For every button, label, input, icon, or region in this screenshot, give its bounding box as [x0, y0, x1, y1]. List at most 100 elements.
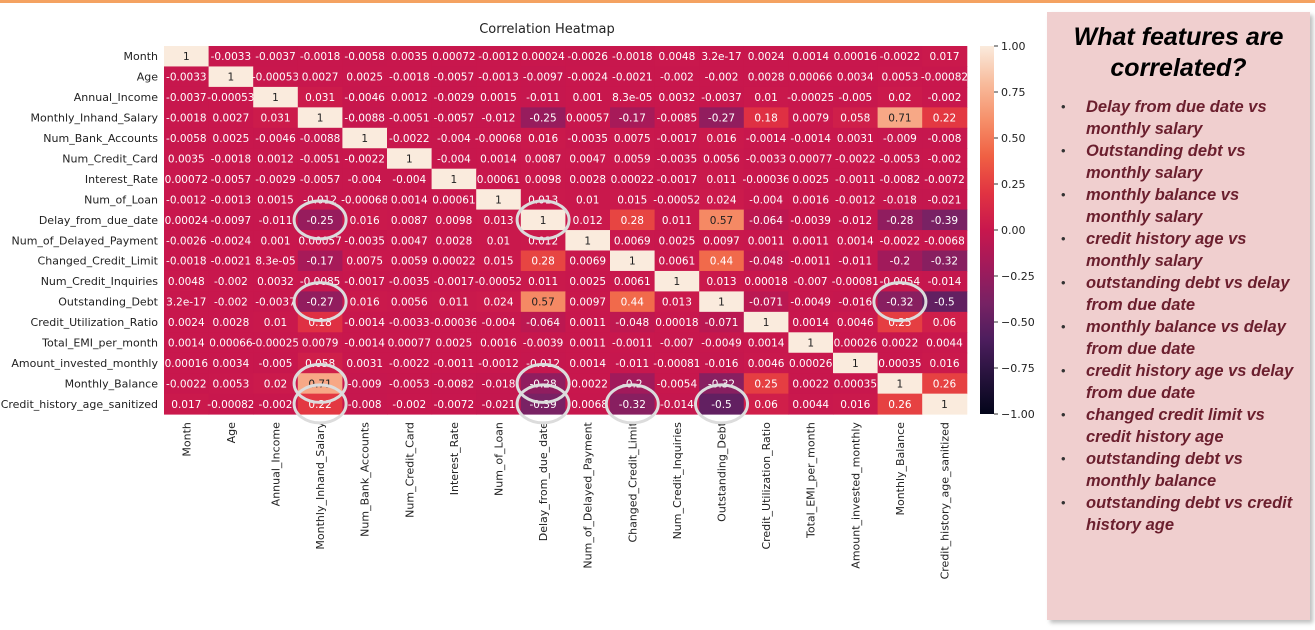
heatmap-cell — [743, 209, 789, 231]
cell-value-label: 0.016 — [929, 358, 959, 370]
cell-value-label: -0.25 — [307, 215, 334, 227]
heatmap-cell — [565, 168, 611, 190]
heatmap-cell — [431, 373, 477, 395]
cell-value-label: 0.0028 — [213, 317, 250, 329]
cell-value-label: -0.0017 — [657, 133, 698, 145]
cell-value-label: -0.011 — [838, 256, 872, 268]
cell-value-label: 0.0014 — [748, 338, 785, 350]
cell-value-label: 0.00022 — [432, 256, 475, 268]
heatmap-cell — [164, 270, 210, 292]
cell-value-label: 0.0056 — [703, 153, 740, 165]
heatmap-cell — [877, 46, 923, 67]
heatmap-cell — [208, 66, 254, 88]
heatmap-cell — [565, 311, 611, 333]
cell-value-label: 0.0025 — [659, 235, 696, 247]
row-label: Amount_invested_monthly — [11, 357, 158, 370]
heatmap-cell — [431, 332, 477, 354]
heatmap-cell — [431, 352, 477, 374]
heatmap-cell — [877, 352, 923, 374]
heatmap-cell — [208, 393, 254, 415]
heatmap-cell — [520, 148, 566, 170]
cell-value-label: 0.0027 — [213, 113, 250, 125]
cell-value-label: 1 — [495, 194, 502, 206]
heatmap-cell — [208, 373, 254, 395]
cell-value-label: -0.0035 — [567, 133, 608, 145]
heatmap-cell — [788, 107, 834, 129]
cell-value-label: 0.031 — [260, 113, 290, 125]
cell-value-label: 0.0024 — [168, 317, 205, 329]
heatmap-cell — [743, 66, 789, 88]
cell-value-label: -0.0022 — [567, 378, 608, 390]
heatmap-cell — [922, 311, 968, 333]
cell-value-label: 0.0025 — [213, 133, 250, 145]
panel-title: What features are correlated? — [1073, 23, 1284, 82]
cell-value-label: 0.00072 — [165, 174, 208, 186]
cell-value-label: -0.0018 — [300, 51, 341, 63]
cell-value-label: -0.0033 — [211, 51, 252, 63]
heatmap-cell — [253, 107, 299, 129]
cell-value-label: -0.007 — [794, 276, 828, 288]
correlation-heatmap: Correlation Heatmap 1 -0.0033 -0.0037 -0.00… — [1, 22, 1035, 579]
cell-value-label: 1 — [183, 51, 190, 63]
highlight-circle — [694, 383, 749, 425]
cell-value-label: -0.0035 — [657, 153, 698, 165]
colorbar-tick-label: 0.00 — [1001, 224, 1026, 237]
heatmap-cell — [654, 250, 700, 272]
heatmap-cell — [164, 46, 210, 67]
heatmap-cell — [387, 127, 433, 149]
heatmap-cell — [922, 393, 968, 415]
heatmap-cell — [699, 46, 745, 67]
cell-value-label: -0.0013 — [211, 194, 252, 206]
cell-value-label: -0.0037 — [166, 92, 207, 104]
cell-value-label: -0.2 — [890, 256, 911, 268]
heatmap-cell — [387, 332, 433, 354]
cell-value-label: 0.18 — [754, 113, 777, 125]
row-label: Num_of_Loan — [84, 193, 158, 206]
heatmap-cell — [208, 230, 254, 251]
cell-value-label: -0.0051 — [389, 113, 430, 125]
heatmap-cell — [253, 209, 299, 231]
cell-value-label: -0.17 — [619, 113, 646, 125]
heatmap-cell — [788, 46, 834, 67]
colorbar-tick-label: 0.50 — [1001, 132, 1026, 145]
colorbar-tick-label: −0.75 — [1001, 362, 1035, 375]
heatmap-cell — [476, 148, 522, 170]
heatmap-cell — [788, 86, 834, 108]
heatmap-cell — [610, 209, 656, 231]
cell-value-label: 0.0012 — [257, 153, 294, 165]
cell-value-label: 0.0034 — [213, 358, 250, 370]
cell-value-label: -0.0053 — [880, 153, 921, 165]
cell-value-label: 0.25 — [754, 378, 777, 390]
list-item: changed credit limit vs credit history a… — [1047, 404, 1310, 448]
cell-value-label: 0.00016 — [834, 51, 878, 63]
cell-value-label: 0.01 — [754, 92, 777, 104]
list-item: monthly balance vs monthly salary — [1047, 184, 1310, 228]
heatmap-cell — [342, 148, 388, 170]
cell-value-label: 0.015 — [617, 194, 647, 206]
heatmap-cell — [565, 107, 611, 129]
heatmap-cell — [208, 127, 254, 149]
cell-value-label: -0.0018 — [166, 113, 207, 125]
heatmap-cell — [788, 148, 834, 170]
heatmap-cell — [297, 209, 343, 231]
heatmap-cell — [342, 393, 388, 415]
heatmap-cell — [253, 270, 299, 292]
heatmap-cell — [743, 291, 789, 313]
heatmap-cell — [699, 148, 745, 170]
heatmap-cell — [520, 46, 566, 67]
heatmap-cell — [208, 168, 254, 190]
cell-value-label: -0.0022 — [880, 235, 921, 247]
heatmap-cell — [699, 332, 745, 354]
cell-value-label: 0.0022 — [882, 338, 919, 350]
heatmap-cell — [520, 127, 566, 149]
row-label: Monthly_Balance — [65, 377, 159, 390]
heatmap-cell — [743, 230, 789, 251]
heatmap-cell — [565, 189, 611, 211]
heatmap-cell — [610, 66, 656, 88]
highlight-circle — [515, 199, 571, 241]
cell-value-label: -0.0022 — [389, 358, 430, 370]
cell-value-label: 0.00066 — [209, 338, 253, 350]
heatmap-cell — [699, 291, 745, 313]
cell-value-label: 0.011 — [662, 215, 692, 227]
heatmap-cell — [297, 230, 343, 251]
